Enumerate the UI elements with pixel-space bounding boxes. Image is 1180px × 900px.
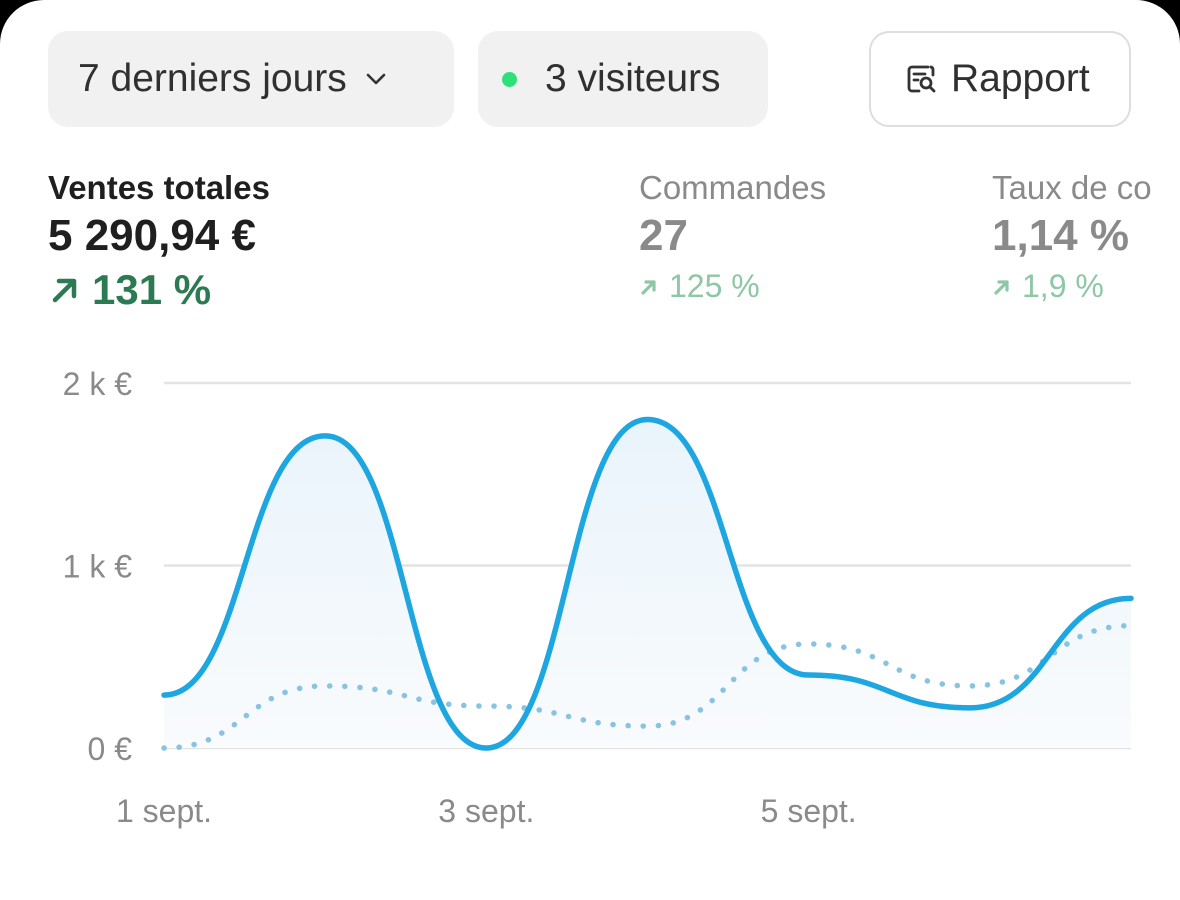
metric-label: Ventes totales [48, 169, 270, 206]
metric-label: Taux de co [992, 169, 1152, 206]
report-label: Rapport [951, 57, 1090, 100]
current-period-line [161, 416, 1134, 751]
metric-change: 131 % [48, 266, 270, 314]
metric-conversion-rate[interactable]: Taux de co 1,14 % 1,9 % [992, 168, 1152, 305]
arrow-up-right-icon [52, 278, 77, 303]
series-area [164, 419, 1131, 748]
metric-change-value: 131 % [92, 266, 212, 313]
y-tick-label: 0 € [88, 731, 133, 767]
y-tick-label: 1 k € [63, 549, 133, 585]
metric-orders[interactable]: Commandes 27 125 % [639, 168, 826, 305]
metric-change: 125 % [639, 268, 826, 305]
x-tick-label: 1 sept. [116, 793, 212, 829]
metric-value: 27 [639, 211, 688, 260]
x-tick-label: 5 sept. [761, 793, 857, 829]
metric-value: 5 290,94 € [48, 211, 256, 260]
metric-label: Commandes [639, 169, 827, 206]
live-dot-icon [502, 71, 517, 87]
metric-change: 1,9 % [992, 268, 1152, 305]
live-visitors-badge[interactable]: 3 visiteurs [478, 31, 768, 127]
report-button[interactable]: Rapport [869, 31, 1131, 127]
metric-total-sales[interactable]: Ventes totales 5 290,94 € 131 % [48, 168, 270, 314]
metric-change-value: 125 % [669, 268, 760, 304]
arrow-up-right-icon [994, 279, 1009, 295]
previous-period-line [161, 622, 1134, 751]
metric-change-value: 1,9 % [1022, 268, 1104, 304]
y-tick-label: 2 k € [63, 366, 133, 402]
metric-value: 1,14 % [992, 211, 1129, 260]
x-tick-label: 3 sept. [438, 793, 534, 829]
period-selector[interactable]: 7 derniers jours [48, 31, 454, 127]
chevron-down-icon [365, 72, 387, 86]
sales-line-chart[interactable]: 0 € 1 k € 2 k € 1 sept. 3 sept. 5 sept. [0, 0, 1180, 880]
arrow-up-right-icon [641, 279, 656, 295]
period-label: 7 derniers jours [78, 57, 347, 100]
visitors-label: 3 visiteurs [545, 57, 721, 100]
report-search-icon [903, 61, 939, 97]
